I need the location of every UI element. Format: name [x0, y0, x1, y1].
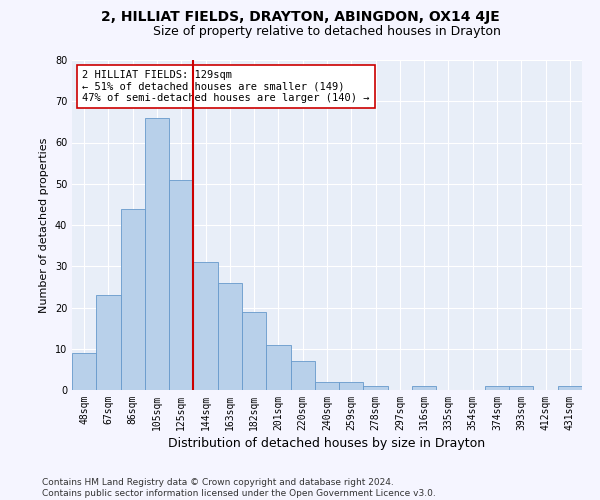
Bar	[96, 295, 121, 390]
Bar	[242, 312, 266, 390]
Bar	[121, 208, 145, 390]
Bar	[266, 344, 290, 390]
Bar	[145, 118, 169, 390]
X-axis label: Distribution of detached houses by size in Drayton: Distribution of detached houses by size …	[169, 437, 485, 450]
Bar	[218, 283, 242, 390]
Bar	[364, 386, 388, 390]
Text: 2 HILLIAT FIELDS: 129sqm
← 51% of detached houses are smaller (149)
47% of semi-: 2 HILLIAT FIELDS: 129sqm ← 51% of detach…	[82, 70, 370, 103]
Bar	[290, 361, 315, 390]
Text: 2, HILLIAT FIELDS, DRAYTON, ABINGDON, OX14 4JE: 2, HILLIAT FIELDS, DRAYTON, ABINGDON, OX…	[101, 10, 499, 24]
Y-axis label: Number of detached properties: Number of detached properties	[39, 138, 49, 312]
Bar	[558, 386, 582, 390]
Bar	[315, 382, 339, 390]
Bar	[193, 262, 218, 390]
Title: Size of property relative to detached houses in Drayton: Size of property relative to detached ho…	[153, 25, 501, 38]
Bar	[412, 386, 436, 390]
Bar	[509, 386, 533, 390]
Bar	[485, 386, 509, 390]
Text: Contains HM Land Registry data © Crown copyright and database right 2024.
Contai: Contains HM Land Registry data © Crown c…	[42, 478, 436, 498]
Bar	[72, 353, 96, 390]
Bar	[169, 180, 193, 390]
Bar	[339, 382, 364, 390]
